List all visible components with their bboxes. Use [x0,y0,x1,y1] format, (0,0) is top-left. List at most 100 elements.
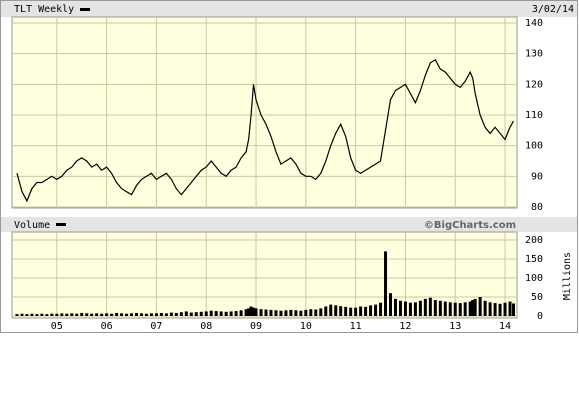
volume-bar [309,309,313,316]
volume-bar [369,305,373,316]
volume-bar [403,301,407,316]
volume-bar [453,302,457,316]
volume-bar [154,313,158,316]
header-bar [1,1,577,17]
y-tick-label: 80 [531,202,543,213]
volume-bar [139,313,143,316]
volume-bar [314,309,318,316]
volume-bar [503,302,507,316]
volume-bar [364,306,368,316]
volume-bar [471,300,475,316]
volume-bar [159,312,163,316]
volume-bar [194,312,198,316]
volume-bar [75,313,79,316]
volume-bar [184,311,188,316]
volume-bar [443,301,447,316]
volume-bar [234,311,238,316]
volume-bar [329,304,333,316]
volume-panel [11,231,518,319]
volume-bar [498,303,502,316]
volume-bar [279,310,283,316]
volume-bar [408,302,412,316]
y-tick-label: 140 [525,18,543,29]
volume-bar [418,300,422,316]
volume-bar [458,303,462,316]
volume-bar [65,313,69,316]
volume-bar [20,313,24,316]
volume-bar [463,302,467,316]
volume-bar [105,313,109,316]
volume-bar [349,307,353,316]
volume-bar [55,313,59,316]
x-tick-label: 07 [150,321,162,332]
volume-bar [110,313,114,316]
volume-bar [324,306,328,316]
volume-bar [179,312,183,316]
volume-bar [95,313,99,316]
x-tick-label: 11 [350,321,362,332]
volume-bar [319,308,323,316]
volume-bar [493,303,497,316]
date-label: 3/02/14 [532,4,574,15]
volume-bar [224,311,228,316]
volume-bar [239,310,243,316]
volume-bar [299,310,303,316]
volume-bar [85,313,89,316]
volume-bar [488,302,492,316]
volume-bar [130,313,134,316]
x-tick-label: 14 [499,321,511,332]
price-line [16,58,515,203]
volume-bar [379,302,383,316]
y-tick-label: 90 [531,171,543,182]
volume-bar [125,313,129,316]
y-tick-label: 130 [525,49,543,60]
volume-bar [100,313,104,316]
legend-swatch [80,8,90,11]
chart-title: Volume [14,220,50,231]
volume-bar [254,308,258,316]
volume-bar [115,312,119,316]
volume-bar [448,302,452,316]
y-axis-label: Millions [562,252,573,300]
volume-bar [90,313,94,316]
volume-bar [354,307,358,316]
volume-bar [413,302,417,316]
volume-bar [50,313,54,316]
volume-bar [512,303,516,316]
volume-bar [60,313,64,316]
copyright: ©BigCharts.com [424,220,516,231]
volume-bar [149,313,153,316]
volume-bar [374,304,378,316]
volume-bar [339,306,343,316]
volume-bar [284,310,288,316]
volume-bar [398,300,402,316]
y-tick-label: 100 [525,273,543,284]
volume-bar [289,309,293,316]
volume-bar [274,310,278,316]
volume-bar [25,314,29,316]
chart-title: TLT Weekly [14,4,74,15]
volume-bar [344,306,348,316]
volume-bar [189,312,193,316]
x-tick-label: 13 [449,321,461,332]
x-tick-label: 06 [101,321,113,332]
volume-bar [423,298,427,316]
x-tick-label: 12 [399,321,411,332]
volume-bar [209,310,213,316]
volume-bar [244,309,248,316]
volume-bar [304,309,308,316]
volume-bar [428,297,432,316]
volume-bar [249,306,253,316]
volume-bar [35,314,39,316]
x-tick-label: 09 [250,321,262,332]
volume-bar [269,309,273,316]
volume-bar [15,314,19,316]
volume-bar [259,309,263,316]
y-tick-label: 0 [537,311,543,322]
volume-bar [40,313,44,316]
volume-bar [389,293,393,316]
y-tick-label: 110 [525,110,543,121]
x-tick-label: 10 [300,321,312,332]
volume-bar [252,307,256,316]
